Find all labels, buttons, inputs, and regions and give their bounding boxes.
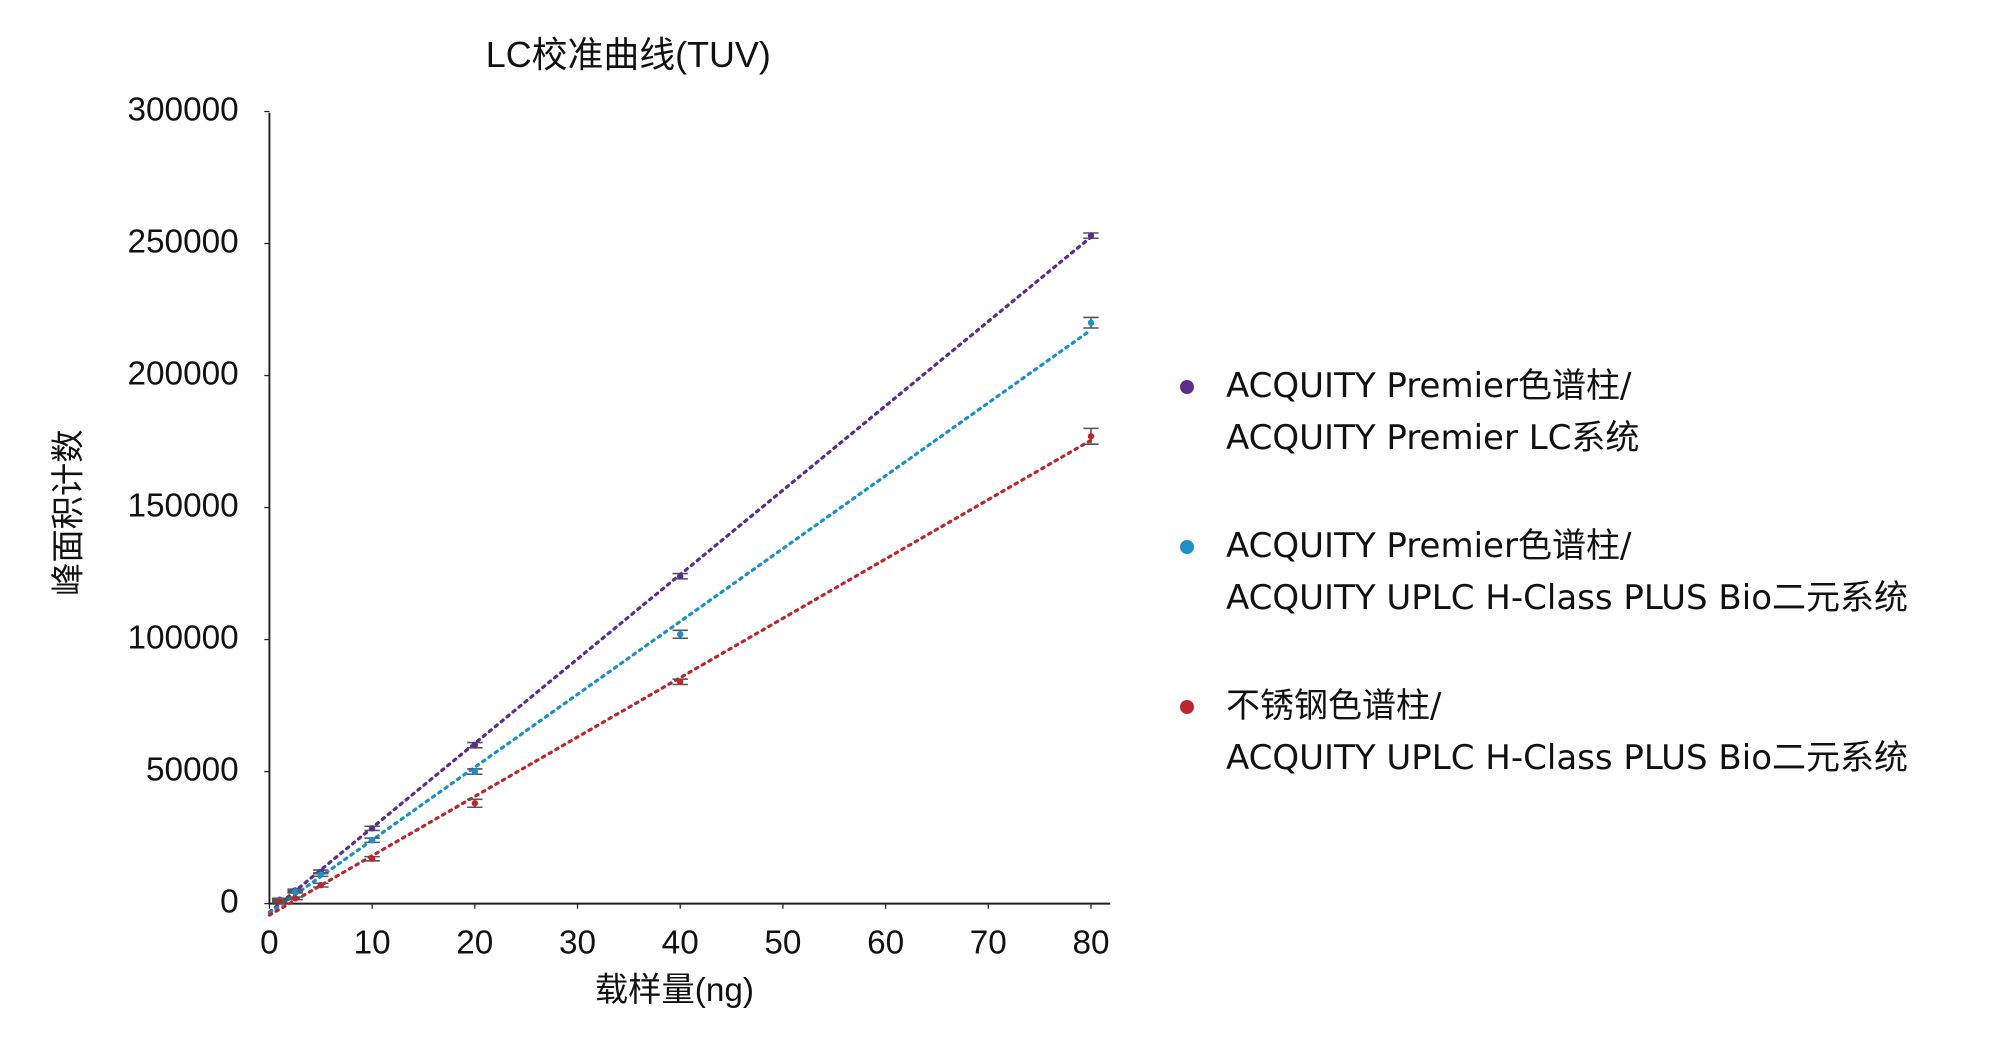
data-point bbox=[1087, 319, 1095, 326]
data-point bbox=[471, 741, 479, 749]
legend-marker bbox=[1180, 700, 1194, 714]
x-tick-label: 30 bbox=[559, 924, 596, 961]
y-axis-label: 峰面积计数 bbox=[51, 429, 88, 596]
data-point bbox=[368, 855, 376, 862]
y-tick-label: 300000 bbox=[127, 91, 238, 128]
legend-label: ACQUITY Premier色谱柱/ ACQUITY UPLC H-Class… bbox=[1226, 526, 1908, 618]
data-point bbox=[677, 631, 684, 638]
legend-marker bbox=[1180, 380, 1194, 394]
legend: ACQUITY Premier色谱柱/ ACQUITY Premier LC系统… bbox=[1180, 360, 1908, 840]
legend-entry: ACQUITY Premier色谱柱/ ACQUITY UPLC H-Class… bbox=[1180, 520, 1908, 624]
x-tick-label: 10 bbox=[354, 924, 391, 961]
data-point bbox=[677, 573, 684, 580]
y-tick-label: 150000 bbox=[127, 487, 238, 524]
y-tick-label: 50000 bbox=[146, 751, 239, 788]
data-point bbox=[291, 895, 299, 902]
data-point bbox=[368, 837, 376, 844]
x-tick-label: 20 bbox=[456, 924, 493, 961]
x-tick-label: 0 bbox=[260, 924, 279, 961]
data-point bbox=[1087, 232, 1095, 239]
legend-entry: 不锈钢色谱柱/ ACQUITY UPLC H-Class PLUS Bio二元系… bbox=[1180, 680, 1908, 784]
chart-title: LC校准曲线(TUV) bbox=[486, 35, 771, 75]
y-tick-label: 0 bbox=[220, 883, 239, 920]
trendline bbox=[267, 438, 1093, 917]
data-point bbox=[317, 881, 324, 889]
trendline bbox=[267, 328, 1093, 915]
x-tick-label: 50 bbox=[764, 924, 801, 961]
y-tick-label: 100000 bbox=[127, 619, 238, 656]
legend-marker bbox=[1180, 540, 1194, 554]
data-point bbox=[276, 898, 283, 905]
data-point bbox=[291, 888, 299, 895]
data-point bbox=[1087, 433, 1095, 440]
y-tick-label: 200000 bbox=[127, 355, 238, 392]
x-tick-label: 80 bbox=[1072, 924, 1109, 961]
y-tick-label: 250000 bbox=[127, 223, 238, 260]
legend-label: 不锈钢色谱柱/ ACQUITY UPLC H-Class PLUS Bio二元系… bbox=[1226, 686, 1908, 778]
x-tick-label: 70 bbox=[970, 924, 1007, 961]
x-tick-label: 40 bbox=[662, 924, 699, 961]
data-point bbox=[368, 825, 376, 832]
data-point bbox=[677, 678, 684, 686]
data-point bbox=[317, 871, 324, 878]
data-point bbox=[471, 768, 479, 775]
legend-entry: ACQUITY Premier色谱柱/ ACQUITY Premier LC系统 bbox=[1180, 360, 1908, 464]
data-point bbox=[471, 800, 479, 807]
x-tick-label: 60 bbox=[867, 924, 904, 961]
legend-label: ACQUITY Premier色谱柱/ ACQUITY Premier LC系统 bbox=[1226, 366, 1640, 458]
x-axis-label: 载样量(ng) bbox=[595, 972, 754, 1009]
